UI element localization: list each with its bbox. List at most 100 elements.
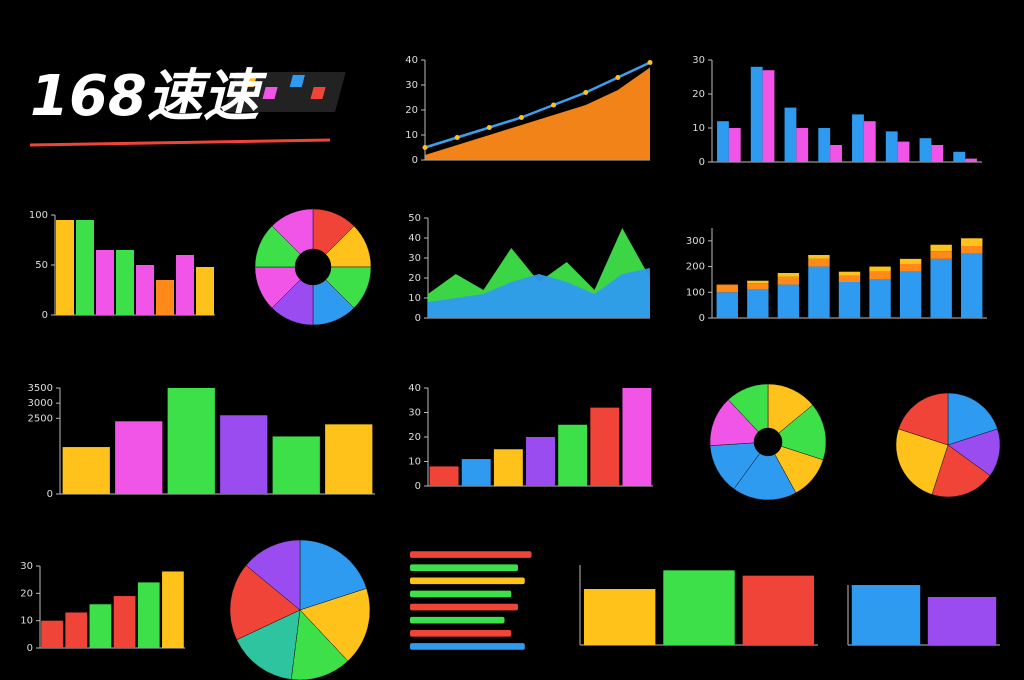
- y-tick-label: 0: [415, 481, 421, 492]
- logo-underline: [29, 138, 331, 147]
- y-tick-label: 0: [415, 313, 421, 324]
- bar: [76, 220, 94, 315]
- bar: [272, 436, 320, 494]
- bar: [590, 407, 620, 486]
- bar: [663, 570, 735, 645]
- bar: [176, 255, 194, 315]
- bar-segment: [899, 264, 922, 272]
- bar: [116, 250, 134, 315]
- bar-segment: [716, 284, 738, 293]
- point: [583, 90, 589, 95]
- y-tick-label: 40: [405, 55, 418, 66]
- bar: [89, 604, 112, 648]
- y-tick-label: 0: [699, 157, 705, 168]
- area: [428, 268, 650, 318]
- bar-segment: [930, 251, 952, 259]
- bar: [526, 437, 555, 486]
- bar-segment: [899, 258, 922, 264]
- bar-segment: [838, 282, 861, 318]
- logo-title: 168速速: [30, 64, 268, 129]
- bar-segment: [716, 292, 738, 318]
- y-tick-label: 10: [408, 293, 421, 304]
- bar-segment: [808, 266, 830, 318]
- bar: [796, 128, 809, 162]
- bar: [156, 280, 174, 315]
- bar: [62, 447, 110, 494]
- y-tick-label: 100: [29, 210, 48, 221]
- pie-slice: [931, 444, 991, 498]
- logo-check: [289, 75, 305, 87]
- bar-segment: [869, 271, 891, 280]
- bar-segment: [808, 255, 830, 259]
- pie-slice: [271, 208, 314, 255]
- pie-slice: [767, 383, 814, 434]
- pie-slice: [236, 609, 301, 680]
- pie-slice: [727, 383, 769, 433]
- bar: [622, 388, 652, 486]
- bar-segment: [808, 258, 830, 267]
- pie-slice: [325, 266, 372, 309]
- bar-segment: [869, 266, 891, 272]
- bar-segment: [777, 284, 800, 318]
- pie-slice: [947, 392, 998, 446]
- bar-segment: [838, 271, 861, 276]
- point: [551, 102, 557, 108]
- bar-segment: [838, 275, 861, 282]
- bar-segment: [930, 244, 952, 252]
- y-tick-label: 200: [686, 262, 705, 273]
- bar-segment: [930, 258, 952, 318]
- bar: [96, 250, 114, 315]
- point: [518, 115, 524, 120]
- y-tick-label: 0: [412, 155, 418, 166]
- y-tick-label: 50: [408, 213, 421, 224]
- pie-slice: [254, 266, 301, 309]
- bar: [410, 551, 532, 558]
- bar: [919, 138, 932, 162]
- bar: [137, 582, 160, 648]
- bar-segment: [747, 283, 769, 290]
- y-tick-label: 20: [408, 432, 421, 443]
- bar: [115, 421, 163, 494]
- bar: [762, 70, 775, 162]
- bar: [162, 571, 184, 648]
- y-tick-label: 30: [692, 55, 705, 66]
- bar: [461, 459, 491, 486]
- bar: [196, 267, 214, 315]
- point: [422, 145, 428, 150]
- y-tick-label: 0: [27, 643, 33, 654]
- bar-segment: [747, 280, 769, 284]
- pie-slice: [778, 404, 827, 461]
- bar: [784, 107, 797, 162]
- bar: [65, 612, 88, 648]
- y-tick-label: 10: [20, 616, 33, 627]
- bar: [410, 577, 525, 585]
- logo: 168速速: [29, 64, 346, 147]
- point: [486, 125, 492, 130]
- bar: [852, 114, 864, 162]
- bar: [742, 575, 815, 645]
- bar: [851, 585, 921, 645]
- bar: [325, 424, 373, 494]
- pie-slice: [947, 428, 1001, 476]
- pie-slice: [774, 446, 824, 494]
- bar-segment: [961, 253, 983, 318]
- y-tick-label: 0: [699, 313, 705, 324]
- bar: [410, 564, 518, 571]
- bar: [830, 145, 842, 162]
- bar: [410, 590, 512, 598]
- y-tick-label: 10: [405, 130, 418, 141]
- y-tick-label: 20: [408, 273, 421, 284]
- y-tick-label: 50: [35, 260, 48, 271]
- logo-flag: [224, 72, 346, 112]
- bar: [728, 128, 741, 162]
- pie-slice: [271, 279, 314, 326]
- y-tick-label: 30: [408, 408, 421, 419]
- y-tick-label: 10: [692, 123, 705, 134]
- bar: [965, 158, 977, 162]
- bar-segment: [869, 279, 891, 318]
- y-tick-label: 30: [408, 253, 421, 264]
- y-tick-label: 0: [42, 310, 48, 321]
- pie-slice: [709, 399, 759, 446]
- pie-slice: [709, 442, 761, 490]
